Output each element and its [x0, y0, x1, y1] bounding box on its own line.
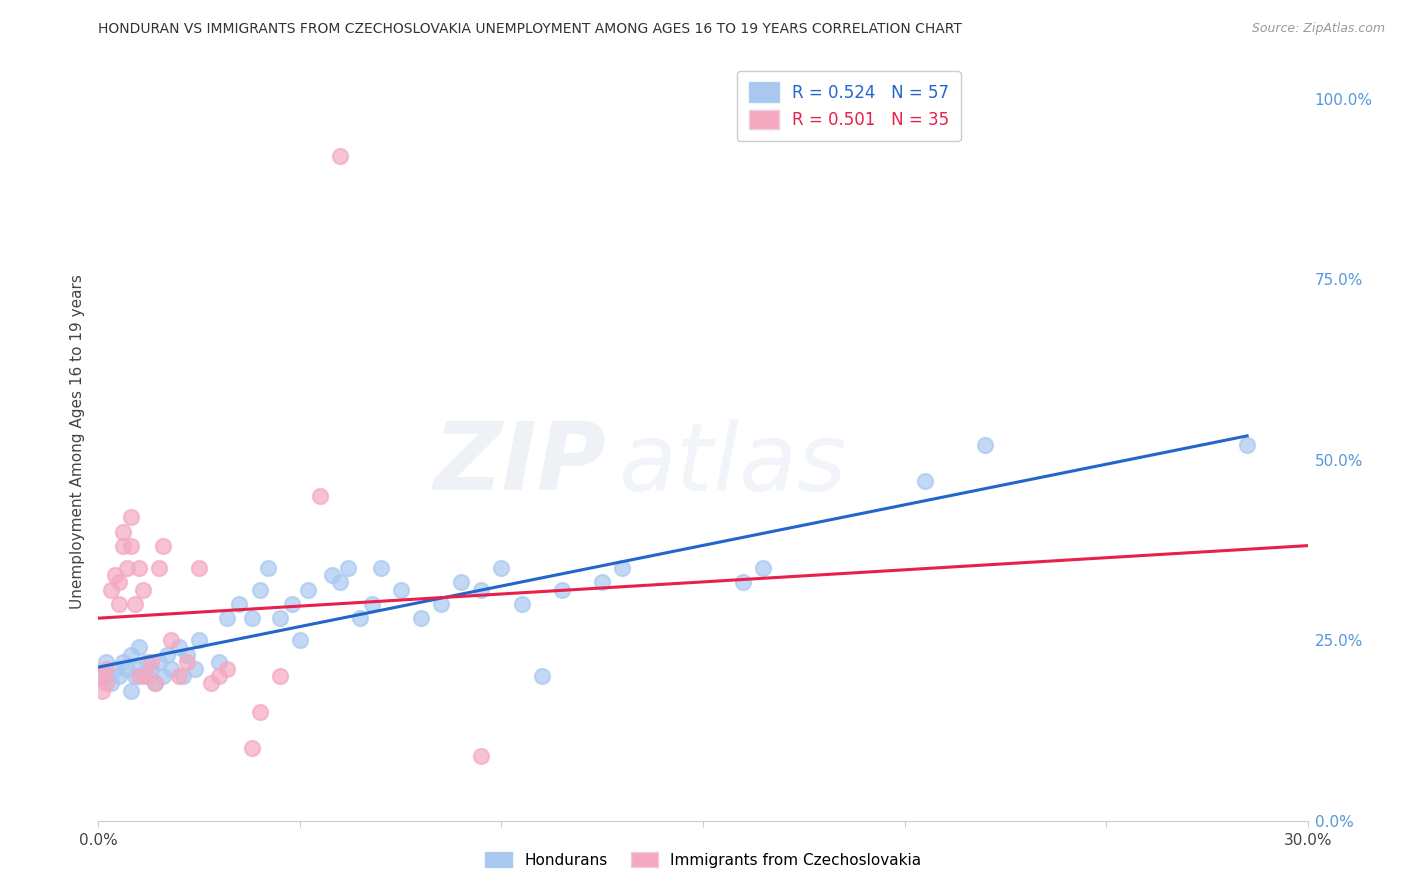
- Point: [974, 438, 997, 452]
- Point: [152, 669, 174, 683]
- Point: [176, 655, 198, 669]
- Point: [124, 669, 146, 683]
- Point: [128, 640, 150, 655]
- Legend: R = 0.524   N = 57, R = 0.501   N = 35: R = 0.524 N = 57, R = 0.501 N = 35: [737, 70, 960, 141]
- Point: [409, 611, 432, 625]
- Point: [370, 561, 392, 575]
- Point: [96, 669, 118, 683]
- Point: [100, 676, 122, 690]
- Point: [115, 662, 138, 676]
- Point: [612, 561, 634, 575]
- Point: [100, 582, 122, 597]
- Point: [148, 561, 170, 575]
- Point: [91, 683, 114, 698]
- Point: [160, 662, 183, 676]
- Point: [389, 582, 412, 597]
- Point: [160, 633, 183, 648]
- Point: [217, 662, 239, 676]
- Point: [551, 582, 574, 597]
- Point: [103, 568, 125, 582]
- Point: [184, 662, 207, 676]
- Point: [107, 575, 129, 590]
- Point: [152, 539, 174, 553]
- Point: [288, 633, 311, 648]
- Point: [297, 582, 319, 597]
- Point: [269, 611, 291, 625]
- Point: [120, 539, 142, 553]
- Point: [124, 597, 146, 611]
- Point: [240, 741, 263, 756]
- Point: [111, 524, 134, 539]
- Point: [107, 669, 129, 683]
- Point: [240, 611, 263, 625]
- Point: [139, 662, 162, 676]
- Point: [143, 676, 166, 690]
- Point: [188, 633, 211, 648]
- Point: [530, 669, 553, 683]
- Point: [337, 561, 360, 575]
- Point: [329, 149, 352, 163]
- Text: ZIP: ZIP: [433, 418, 606, 510]
- Point: [132, 669, 155, 683]
- Point: [450, 575, 472, 590]
- Point: [256, 561, 278, 575]
- Point: [430, 597, 453, 611]
- Point: [128, 662, 150, 676]
- Point: [96, 662, 118, 676]
- Point: [249, 582, 271, 597]
- Point: [128, 669, 150, 683]
- Point: [470, 748, 492, 763]
- Point: [208, 655, 231, 669]
- Point: [96, 676, 118, 690]
- Point: [107, 597, 129, 611]
- Point: [148, 655, 170, 669]
- Point: [591, 575, 613, 590]
- Point: [115, 561, 138, 575]
- Point: [172, 669, 194, 683]
- Point: [143, 676, 166, 690]
- Point: [269, 669, 291, 683]
- Point: [217, 611, 239, 625]
- Y-axis label: Unemployment Among Ages 16 to 19 years: Unemployment Among Ages 16 to 19 years: [69, 274, 84, 609]
- Point: [135, 655, 157, 669]
- Text: Source: ZipAtlas.com: Source: ZipAtlas.com: [1251, 22, 1385, 36]
- Text: atlas: atlas: [619, 418, 846, 510]
- Point: [510, 597, 533, 611]
- Point: [128, 561, 150, 575]
- Point: [167, 669, 190, 683]
- Point: [281, 597, 304, 611]
- Point: [349, 611, 371, 625]
- Point: [156, 648, 179, 662]
- Point: [132, 582, 155, 597]
- Point: [228, 597, 250, 611]
- Point: [111, 655, 134, 669]
- Point: [329, 575, 352, 590]
- Point: [135, 669, 157, 683]
- Legend: Hondurans, Immigrants from Czechoslovakia: Hondurans, Immigrants from Czechoslovaki…: [477, 844, 929, 875]
- Point: [91, 669, 114, 683]
- Point: [103, 662, 125, 676]
- Point: [139, 655, 162, 669]
- Point: [120, 648, 142, 662]
- Point: [470, 582, 492, 597]
- Point: [200, 676, 222, 690]
- Point: [1236, 438, 1258, 452]
- Point: [914, 475, 936, 489]
- Point: [208, 669, 231, 683]
- Point: [120, 683, 142, 698]
- Point: [752, 561, 775, 575]
- Point: [176, 648, 198, 662]
- Point: [249, 706, 271, 720]
- Point: [733, 575, 755, 590]
- Text: HONDURAN VS IMMIGRANTS FROM CZECHOSLOVAKIA UNEMPLOYMENT AMONG AGES 16 TO 19 YEAR: HONDURAN VS IMMIGRANTS FROM CZECHOSLOVAK…: [98, 22, 962, 37]
- Point: [491, 561, 513, 575]
- Point: [167, 640, 190, 655]
- Point: [321, 568, 343, 582]
- Point: [120, 510, 142, 524]
- Point: [361, 597, 384, 611]
- Point: [111, 539, 134, 553]
- Point: [309, 489, 332, 503]
- Point: [188, 561, 211, 575]
- Point: [96, 655, 118, 669]
